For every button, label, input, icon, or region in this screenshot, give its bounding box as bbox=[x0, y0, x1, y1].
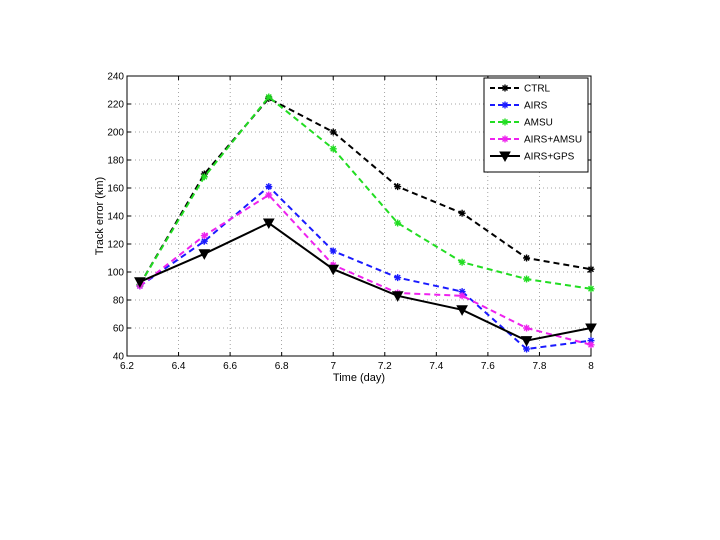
legend-label-airs-gps: AIRS+GPS bbox=[524, 152, 575, 163]
data-point-airs-gps bbox=[585, 323, 597, 335]
series-line-airs-gps bbox=[139, 221, 592, 342]
data-point-airs bbox=[329, 247, 337, 255]
data-point-amsu bbox=[523, 275, 531, 283]
y-tick-label: 200 bbox=[107, 128, 124, 139]
y-tick-label: 220 bbox=[107, 100, 124, 111]
legend-label-airs: AIRS bbox=[524, 101, 548, 112]
data-point-airs-gps bbox=[198, 249, 211, 260]
axis-ticks: 6.2 6.4 6.6 6.8 7 7.2 7.4 7.6 7.8 8 40 60 80 100 120 14… bbox=[107, 72, 594, 373]
legend: CTRL AIRS AMSU AIRS+AMSU AIRS+GPS bbox=[483, 77, 589, 173]
data-point-airs-amsu bbox=[587, 341, 595, 349]
data-point-ctrl bbox=[587, 265, 595, 273]
data-point-airs-gps bbox=[520, 336, 533, 347]
series-line-airs bbox=[139, 185, 592, 351]
data-point-airs bbox=[394, 274, 402, 282]
x-tick-label: 7.4 bbox=[429, 361, 443, 372]
x-tick-label: 7.2 bbox=[378, 361, 392, 372]
y-tick-label: 80 bbox=[113, 296, 125, 307]
y-tick-label: 160 bbox=[107, 184, 124, 195]
data-point-amsu bbox=[587, 285, 595, 293]
data-point-airs-gps bbox=[456, 305, 468, 316]
series-line-airs-amsu bbox=[139, 193, 592, 346]
y-tick-label: 100 bbox=[107, 268, 124, 279]
x-tick-label: 7.8 bbox=[532, 361, 546, 372]
data-point-airs bbox=[523, 345, 531, 353]
data-point-airs-gps bbox=[391, 291, 404, 302]
x-tick-label: 6.4 bbox=[172, 361, 186, 372]
x-tick-label: 7 bbox=[330, 361, 336, 372]
y-axis-title: Track error (km) bbox=[94, 177, 106, 255]
data-point-amsu bbox=[394, 219, 402, 227]
data-point-airs-gps bbox=[134, 277, 146, 288]
y-tick-label: 40 bbox=[113, 352, 125, 363]
x-tick-label: 8 bbox=[588, 361, 594, 372]
x-axis-title: Time (day) bbox=[333, 372, 385, 384]
series-line-ctrl bbox=[139, 97, 592, 286]
data-point-amsu bbox=[458, 258, 466, 266]
legend-marker-airs bbox=[501, 101, 509, 109]
x-tick-label: 6.2 bbox=[120, 361, 134, 372]
legend-label-ctrl: CTRL bbox=[524, 84, 551, 95]
x-tick-label: 6.6 bbox=[223, 361, 237, 372]
data-point-ctrl bbox=[329, 128, 337, 136]
legend-marker-amsu bbox=[501, 118, 509, 126]
data-point-ctrl bbox=[458, 209, 466, 217]
series-lines bbox=[134, 93, 597, 353]
data-point-airs bbox=[265, 183, 273, 191]
data-point-airs-amsu bbox=[265, 191, 273, 199]
grid bbox=[127, 76, 591, 356]
data-point-airs-amsu bbox=[200, 232, 208, 240]
data-point-amsu bbox=[329, 145, 337, 153]
data-point-airs-amsu bbox=[458, 292, 466, 300]
data-point-airs-amsu bbox=[523, 324, 531, 332]
y-tick-label: 60 bbox=[113, 324, 125, 335]
y-tick-label: 120 bbox=[107, 240, 124, 251]
data-point-airs-gps bbox=[262, 218, 275, 230]
data-point-ctrl bbox=[523, 254, 531, 262]
legend-marker-ctrl bbox=[501, 84, 509, 92]
data-point-ctrl bbox=[394, 183, 402, 191]
legend-label-airs-amsu: AIRS+AMSU bbox=[524, 135, 582, 146]
x-tick-label: 6.8 bbox=[275, 361, 289, 372]
legend-marker-airs-gps bbox=[499, 151, 511, 163]
y-tick-label: 240 bbox=[107, 72, 124, 83]
data-point-airs-gps bbox=[327, 264, 340, 276]
y-tick-label: 180 bbox=[107, 156, 124, 167]
legend-label-amsu: AMSU bbox=[524, 118, 553, 129]
y-tick-label: 140 bbox=[107, 212, 124, 223]
data-point-amsu bbox=[200, 173, 208, 181]
series-line-amsu bbox=[139, 95, 592, 290]
x-tick-label: 7.6 bbox=[481, 361, 495, 372]
legend-marker-airs-amsu bbox=[501, 135, 509, 143]
data-point-amsu bbox=[265, 93, 273, 101]
